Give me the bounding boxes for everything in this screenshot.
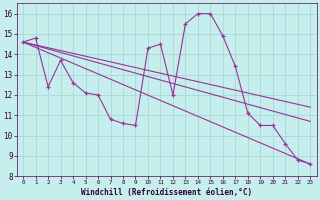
X-axis label: Windchill (Refroidissement éolien,°C): Windchill (Refroidissement éolien,°C) bbox=[81, 188, 252, 197]
